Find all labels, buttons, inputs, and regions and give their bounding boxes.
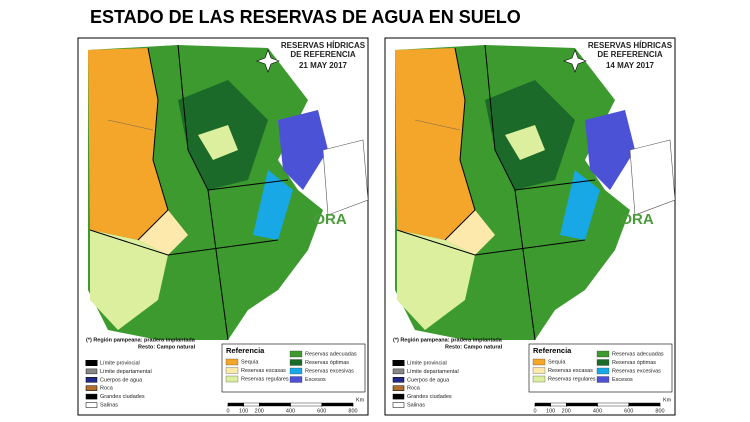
- compass: [563, 49, 587, 73]
- boundary-label: Roca: [100, 386, 114, 392]
- boundary-label: Límite provincial: [407, 360, 447, 366]
- page-title: ESTADO DE LAS RESERVAS DE AGUA EN SUELO: [90, 7, 521, 27]
- boundary-label: Límite provincial: [100, 360, 140, 366]
- legend-label: Reservas regulares: [241, 376, 289, 382]
- legend-title: Referencia: [533, 346, 572, 355]
- scale-label: 200: [255, 408, 264, 414]
- scale-label: 800: [655, 408, 664, 414]
- scale-label: 600: [317, 408, 326, 414]
- boundary-label: Salinas: [407, 402, 425, 408]
- scale-segment: [290, 402, 322, 407]
- scale-label: 400: [286, 408, 295, 414]
- logo: ORA: [313, 211, 347, 228]
- legend-swatch: [532, 375, 546, 383]
- note: Resto: Campo natural: [445, 344, 503, 350]
- legend-label: Reservas regulares: [548, 376, 596, 382]
- scale-label: 200: [562, 408, 571, 414]
- boundary-swatch: [392, 360, 405, 366]
- legend-swatch: [289, 359, 303, 366]
- legend-swatch: [225, 358, 239, 366]
- scale-segment: [597, 402, 629, 407]
- scale-segment: [550, 402, 567, 407]
- legend-label: Sequía: [548, 359, 566, 365]
- map-header: RESERVAS HÍDRICAS: [281, 41, 366, 50]
- legend-swatch: [596, 367, 610, 375]
- note: (*) Región pampeana: pradera implantada: [393, 337, 503, 343]
- logo: ORA: [620, 211, 654, 228]
- map-date: 14 MAY 2017: [606, 61, 655, 70]
- legend-label: Reservas adecuadas: [305, 351, 357, 357]
- map-date: 21 MAY 2017: [299, 61, 348, 70]
- legend-swatch: [289, 367, 303, 375]
- scale-label: 0: [226, 408, 229, 414]
- boundary-label: Roca: [407, 386, 421, 392]
- scale-segment: [243, 402, 260, 407]
- scale-unit: Km: [356, 397, 365, 403]
- note: Resto: Campo natural: [138, 344, 196, 350]
- scale-segment: [566, 402, 598, 407]
- scale-unit: Km: [663, 397, 672, 403]
- scale-label: 100: [546, 408, 555, 414]
- boundary-swatch: [392, 385, 405, 391]
- legend-swatch: [532, 358, 546, 366]
- legend-title: Referencia: [226, 346, 265, 355]
- boundary-label: Cuerpos de agua: [407, 377, 450, 383]
- legend-swatch: [596, 359, 610, 366]
- boundary-swatch: [85, 377, 98, 383]
- legend-label: Reservas escasas: [548, 368, 593, 374]
- legend-swatch: [596, 376, 610, 383]
- boundary-swatch: [392, 402, 405, 408]
- legend-label: Reservas escasas: [241, 368, 286, 374]
- legend-swatch: [289, 376, 303, 383]
- boundary-label: Grandes ciudades: [100, 394, 145, 400]
- boundary-swatch: [85, 402, 98, 408]
- legend-label: Reservas excesivas: [612, 368, 661, 374]
- map-header: RESERVAS HÍDRICAS: [588, 41, 673, 50]
- scale-segment: [321, 402, 354, 407]
- legend-swatch: [225, 375, 239, 383]
- scale-label: 600: [624, 408, 633, 414]
- legend-label: Excesos: [305, 377, 326, 383]
- boundary-label: Límite departamental: [407, 369, 459, 375]
- boundary-swatch: [392, 368, 405, 375]
- scale-label: 100: [239, 408, 248, 414]
- map-header: DE REFERENCIA: [290, 50, 356, 59]
- boundary-label: Grandes ciudades: [407, 394, 452, 400]
- scale-segment: [227, 402, 244, 407]
- boundary-swatch: [392, 393, 405, 400]
- boundary-label: Salinas: [100, 402, 118, 408]
- scale-label: 0: [533, 408, 536, 414]
- boundary-swatch: [85, 393, 98, 400]
- scale-segment: [628, 402, 661, 407]
- compass: [256, 49, 280, 73]
- legend-label: Sequía: [241, 359, 259, 365]
- boundary-swatch: [85, 368, 98, 375]
- boundary-label: Cuerpos de agua: [100, 377, 143, 383]
- legend-swatch: [596, 350, 610, 358]
- boundary-swatch: [392, 377, 405, 383]
- legend-swatch: [289, 350, 303, 358]
- map-header: DE REFERENCIA: [597, 50, 663, 59]
- scale-segment: [534, 402, 551, 407]
- legend-label: Reservas adecuadas: [612, 351, 664, 357]
- legend-label: Excesos: [612, 377, 633, 383]
- scale-segment: [259, 402, 291, 407]
- legend-label: Reservas óptimas: [612, 360, 656, 366]
- scale-label: 400: [593, 408, 602, 414]
- boundary-label: Límite departamental: [100, 369, 152, 375]
- legend-label: Reservas óptimas: [305, 360, 349, 366]
- legend-label: Reservas excesivas: [305, 368, 354, 374]
- boundary-swatch: [85, 360, 98, 366]
- scale-label: 800: [348, 408, 357, 414]
- note: (*) Región pampeana: pradera implantada: [86, 337, 196, 343]
- legend-swatch: [532, 367, 546, 374]
- legend-swatch: [225, 367, 239, 374]
- boundary-swatch: [85, 385, 98, 391]
